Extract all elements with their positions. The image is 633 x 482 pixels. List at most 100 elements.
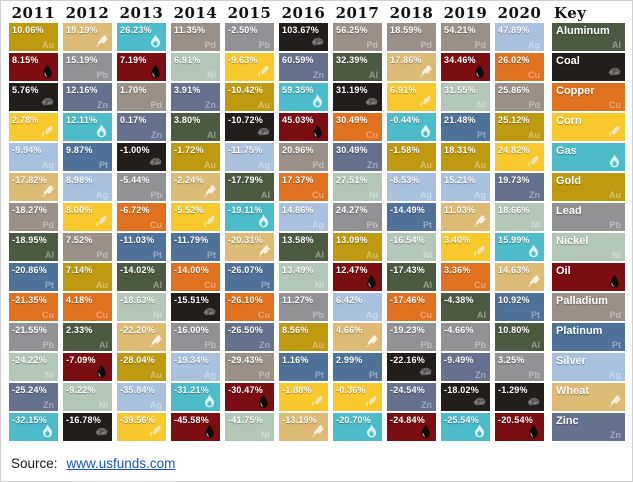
return-cell: -26.07% Pt xyxy=(225,263,274,291)
oil-icon xyxy=(471,63,488,80)
commodity-symbol: Au xyxy=(609,190,621,200)
commodity-symbol: Au xyxy=(258,100,270,110)
commodity-symbol: Au xyxy=(150,370,162,380)
return-value: -29.43% xyxy=(228,355,263,365)
return-cell: 11.03% xyxy=(441,203,490,231)
key-item-platinum: Platinum Pt xyxy=(552,323,625,351)
return-value: -17.43% xyxy=(390,265,425,275)
commodity-symbol: Ag xyxy=(366,310,378,320)
commodity-symbol: Ni xyxy=(99,400,108,410)
commodity-symbol: Ag xyxy=(474,190,486,200)
commodity-symbol: Ag xyxy=(609,370,621,380)
return-cell: 30.49% Cu xyxy=(333,113,382,141)
commodity-symbol: Zn xyxy=(43,400,54,410)
commodity-symbol: Cu xyxy=(312,190,324,200)
year-column: 2020 47.89% Ag 26.02% Cu 25.86% Pd 25.12% Au 24.8… xyxy=(495,4,544,443)
gas-icon xyxy=(363,423,380,440)
return-cell: 20.96% Pd xyxy=(279,143,328,171)
return-value: 2.99% xyxy=(336,355,363,365)
return-value: 17.37% xyxy=(282,175,314,185)
oil-icon xyxy=(417,423,434,440)
return-value: 6.42% xyxy=(336,295,363,305)
commodity-symbol: Zn xyxy=(259,340,270,350)
commodity-symbol: Ag xyxy=(42,160,54,170)
key-item-zinc: Zinc Zn xyxy=(552,413,625,441)
return-value: 12.16% xyxy=(66,85,98,95)
wheat-icon xyxy=(147,333,164,350)
return-value: 21.48% xyxy=(444,115,476,125)
commodity-symbol: Pt xyxy=(612,340,621,350)
return-value: -24.22% xyxy=(12,355,47,365)
commodity-symbol: Pd xyxy=(258,370,270,380)
corn-icon xyxy=(363,393,380,410)
return-cell: -9.94% Ag xyxy=(9,143,58,171)
return-cell: 24.82% xyxy=(495,143,544,171)
commodity-symbol: Pb xyxy=(96,70,108,80)
commodity-symbol: Cu xyxy=(204,280,216,290)
return-value: 12.47% xyxy=(336,265,368,275)
return-cell: 13.09% Au xyxy=(333,233,382,261)
year-header: 2014 xyxy=(173,4,218,22)
return-cell: -24.22% Ni xyxy=(9,353,58,381)
return-cell: -17.79% Al xyxy=(225,173,274,201)
commodity-symbol: Zn xyxy=(205,100,216,110)
key-item-corn: Corn xyxy=(552,113,625,141)
return-value: 0.17% xyxy=(120,115,147,125)
return-value: -1.29% xyxy=(498,385,528,395)
return-value: 18.31% xyxy=(444,145,476,155)
oil-icon xyxy=(363,273,380,290)
return-value: -26.10% xyxy=(228,295,263,305)
return-value: -28.04% xyxy=(120,355,155,365)
return-value: 15.21% xyxy=(444,175,476,185)
year-column: 2012 19.19% 15.19% Pb 12.16% Zn 12.11% 9.87% Pt 8… xyxy=(63,4,112,443)
key-item-label: Nickel xyxy=(556,235,589,247)
corn-icon xyxy=(606,123,623,140)
return-cell: 11.27% Pb xyxy=(279,293,328,321)
return-cell: -6.72% Cu xyxy=(117,203,166,231)
key-item-label: Wheat xyxy=(556,385,589,397)
key-item-gold: Gold Au xyxy=(552,173,625,201)
return-cell: 7.19% xyxy=(117,53,166,81)
return-value: 1.70% xyxy=(120,85,147,95)
commodity-symbol: Pb xyxy=(528,370,540,380)
return-cell: -35.84% Ag xyxy=(117,383,166,411)
source-line: Source: www.usfunds.com xyxy=(11,456,175,471)
return-cell: -14.00% Cu xyxy=(171,263,220,291)
gas-icon xyxy=(606,153,623,170)
return-cell: -45.58% xyxy=(171,413,220,441)
return-cell: -22.20% xyxy=(117,323,166,351)
commodity-symbol: Cu xyxy=(609,100,621,110)
source-link[interactable]: www.usfunds.com xyxy=(66,456,176,471)
commodity-symbol: Ni xyxy=(153,310,162,320)
commodity-symbol: Ni xyxy=(45,370,54,380)
return-cell: 5.76% xyxy=(9,83,58,111)
key-item-gas: Gas xyxy=(552,143,625,171)
return-value: -5.52% xyxy=(174,205,204,215)
return-value: 25.86% xyxy=(498,85,530,95)
return-value: 45.03% xyxy=(282,115,314,125)
return-cell: -24.54% Zn xyxy=(387,383,436,411)
commodity-symbol: Ag xyxy=(204,370,216,380)
return-value: -2.24% xyxy=(174,175,204,185)
return-cell: -4.38% Al xyxy=(441,293,490,321)
year-header: 2016 xyxy=(281,4,326,22)
return-cell: 13.49% Ni xyxy=(279,263,328,291)
commodity-symbol: Ni xyxy=(612,250,621,260)
return-value: -1.72% xyxy=(174,145,204,155)
return-value: 15.99% xyxy=(498,235,530,245)
return-value: 9.87% xyxy=(66,145,93,155)
commodity-symbol: Pd xyxy=(528,100,540,110)
oil-icon xyxy=(39,63,56,80)
year-header: 2011 xyxy=(11,4,56,22)
key-item-coal: Coal xyxy=(552,53,625,81)
return-cell: -14.02% Al xyxy=(117,263,166,291)
return-cell: 7.52% Pd xyxy=(63,233,112,261)
return-cell: -19.11% xyxy=(225,203,274,231)
return-cell: 32.39% Al xyxy=(333,53,382,81)
commodity-symbol: Zn xyxy=(97,100,108,110)
commodity-symbol: Cu xyxy=(42,310,54,320)
key-item-oil: Oil xyxy=(552,263,625,291)
key-item-label: Copper xyxy=(556,85,595,97)
commodity-symbol: Pd xyxy=(150,100,162,110)
commodity-symbol: Au xyxy=(96,280,108,290)
